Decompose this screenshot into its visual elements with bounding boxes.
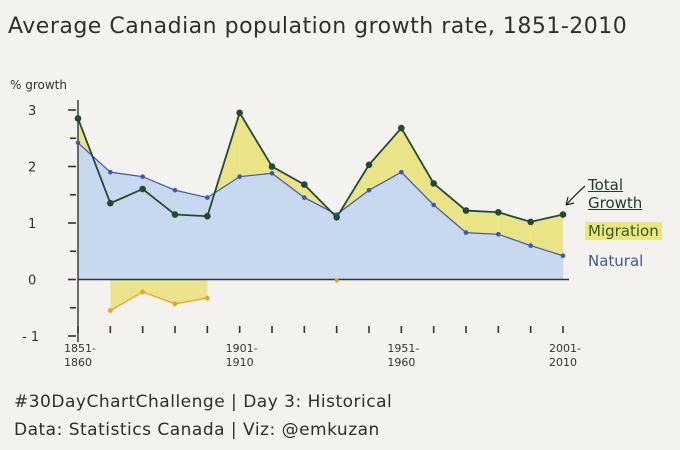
footer-credits: Data: Statistics Canada | Viz: @emkuzan — [14, 420, 380, 440]
negative-migration-point — [204, 295, 210, 301]
chart-points — [74, 109, 567, 313]
legend-arrow — [565, 185, 586, 206]
migration-band-segment — [530, 214, 563, 256]
migration-band-segment — [239, 112, 272, 177]
chart-axes — [68, 100, 569, 342]
natural-area — [78, 142, 563, 280]
x-tick-label: 1860 — [64, 356, 92, 369]
total-growth-point — [268, 163, 276, 170]
migration-band-segment — [369, 128, 402, 191]
chart-tick-labels: - 1 0 1 2 3 1851-1860 1901-1910 1951-1960 2001-2… — [22, 104, 581, 369]
natural-point — [302, 195, 307, 200]
total-growth-point — [139, 185, 146, 193]
total-growth-point — [527, 218, 534, 226]
y-tick-label: - 1 — [22, 330, 39, 345]
legend-total-line1: Total — [588, 176, 624, 194]
natural-point — [108, 169, 113, 175]
total-growth-point — [495, 208, 502, 216]
footer-challenge: #30DayChartChallenge | Day 3: Historical — [14, 392, 393, 412]
chart-lines — [77, 110, 564, 312]
chart-areas — [78, 112, 563, 311]
total-growth-point — [333, 214, 340, 221]
natural-point — [496, 232, 501, 237]
negative-migration-point — [140, 289, 146, 295]
migration-band-segment — [433, 183, 466, 233]
total-growth-point — [236, 109, 243, 117]
x-tick-label: 1910 — [226, 356, 254, 369]
legend-arrow-line — [566, 185, 586, 205]
natural-point — [399, 169, 404, 175]
total-growth-point — [204, 212, 211, 220]
negative-migration-point — [107, 308, 113, 313]
legend-migration: Migration — [585, 222, 662, 240]
natural-point — [75, 140, 81, 146]
natural-point — [172, 187, 178, 193]
negative-migration-line — [110, 291, 208, 312]
total-growth-point — [559, 211, 567, 218]
total-growth-point — [365, 161, 373, 169]
total-growth-point — [398, 124, 405, 132]
x-tick-label: 1960 — [387, 356, 415, 369]
total-growth-point — [430, 180, 437, 187]
chart-title: Average Canadian population growth rate,… — [8, 14, 628, 39]
total-growth-point — [107, 199, 114, 207]
natural-point — [560, 253, 566, 259]
migration-point-near-zero — [334, 278, 339, 283]
x-tick-label: 2010 — [549, 356, 577, 369]
negative-migration-area — [110, 279, 208, 311]
y-axis-unit-label: % growth — [10, 78, 67, 92]
total-growth-point — [74, 115, 82, 122]
total-growth-point — [301, 181, 308, 188]
natural-point — [431, 202, 436, 208]
natural-point — [528, 243, 533, 248]
natural-line — [77, 142, 564, 257]
x-tick-label: 1951- — [387, 342, 419, 355]
negative-migration-point — [172, 301, 178, 307]
migration-band-segment — [498, 212, 531, 246]
y-tick-label: 0 — [28, 274, 36, 289]
total-growth-line — [77, 110, 564, 223]
legend-arrow-head — [565, 196, 575, 206]
natural-point — [140, 174, 145, 179]
natural-point — [205, 195, 210, 200]
natural-point — [366, 187, 372, 193]
y-tick-label: 3 — [28, 104, 36, 119]
x-tick-label: 1851- — [64, 342, 96, 355]
migration-band-segment — [466, 210, 499, 235]
y-tick-label: 1 — [28, 217, 36, 232]
total-growth-point — [171, 211, 179, 218]
legend-natural: Natural — [588, 252, 644, 270]
x-tick-label: 2001- — [549, 342, 581, 355]
x-tick-label: 1901- — [226, 342, 258, 355]
migration-band-segment — [401, 128, 434, 205]
migration-band-segment — [272, 166, 305, 198]
y-tick-label: 2 — [28, 161, 36, 176]
natural-point — [269, 170, 275, 176]
natural-point — [237, 174, 242, 179]
legend-total-line2: Growth — [588, 194, 643, 212]
natural-point — [463, 230, 469, 235]
total-growth-point — [462, 207, 470, 214]
legend-total-growth: Total Growth — [588, 176, 642, 212]
